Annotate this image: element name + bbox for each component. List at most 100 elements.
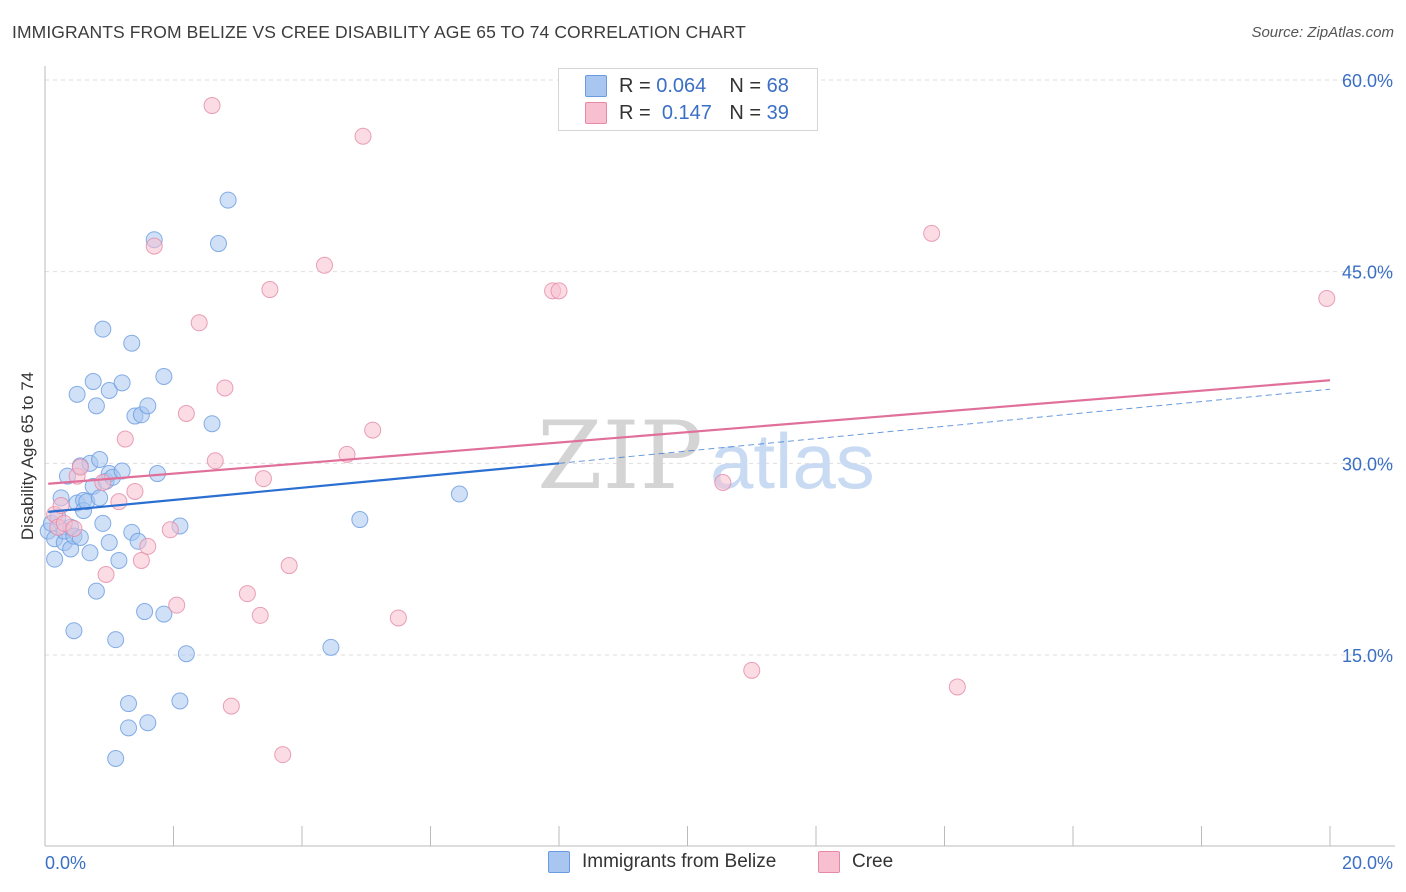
legend-swatch-belize bbox=[548, 851, 570, 873]
data-point-cree bbox=[71, 458, 89, 476]
data-point-belize bbox=[94, 514, 112, 532]
data-point-belize bbox=[139, 397, 157, 415]
legend-item-belize[interactable]: Immigrants from Belize bbox=[548, 851, 776, 873]
data-point-cree bbox=[315, 256, 333, 274]
legend-label-cree: Cree bbox=[852, 851, 894, 872]
legend-r-label: R = bbox=[619, 101, 651, 124]
legend-row-belize: R = 0.064 N = 68 bbox=[559, 73, 789, 99]
data-point-cree bbox=[177, 405, 195, 422]
data-point-belize bbox=[136, 603, 154, 621]
legend-label-belize: Immigrants from Belize bbox=[582, 851, 777, 872]
x-tick-label: 0.0% bbox=[45, 853, 86, 873]
data-point-belize bbox=[91, 451, 109, 468]
data-point-cree bbox=[261, 281, 279, 299]
y-tick-label: 45.0% bbox=[1342, 263, 1393, 283]
series-legend: Immigrants from Belize Cree bbox=[0, 851, 1406, 879]
data-point-belize bbox=[94, 320, 112, 338]
data-point-cree bbox=[161, 521, 179, 539]
data-point-belize bbox=[120, 695, 138, 713]
data-point-cree bbox=[203, 97, 221, 115]
legend-row-cree: R = 0.147 N = 39 bbox=[559, 100, 789, 126]
legend-swatch-cree bbox=[585, 102, 607, 124]
data-point-cree bbox=[280, 557, 298, 575]
data-point-cree bbox=[139, 537, 157, 555]
data-point-belize bbox=[171, 692, 189, 710]
data-point-cree bbox=[168, 596, 186, 614]
data-point-belize bbox=[219, 191, 237, 209]
data-point-cree bbox=[1318, 290, 1336, 307]
watermark-zip: ZIP bbox=[537, 402, 703, 511]
data-point-cree bbox=[238, 585, 256, 603]
data-point-belize bbox=[107, 750, 125, 767]
data-point-cree bbox=[216, 379, 234, 397]
data-point-belize bbox=[155, 605, 173, 623]
data-point-cree bbox=[116, 430, 134, 448]
legend-item-cree[interactable]: Cree bbox=[818, 851, 893, 873]
legend-r-value-belize: 0.064 bbox=[656, 74, 707, 97]
legend-n-label: N = bbox=[729, 101, 762, 124]
x-tick-labels: 0.0% 20.0% bbox=[45, 853, 1393, 873]
data-point-belize bbox=[113, 374, 131, 392]
data-point-cree bbox=[132, 551, 150, 569]
data-point-belize bbox=[87, 582, 105, 600]
legend-r-label: R = bbox=[619, 74, 651, 97]
data-point-cree bbox=[354, 127, 372, 145]
legend-r-value-cree: 0.147 bbox=[661, 101, 712, 124]
legend-swatch-cree bbox=[818, 851, 840, 873]
x-tick-label: 20.0% bbox=[1342, 853, 1393, 873]
legend-n-value-belize: 68 bbox=[766, 74, 789, 97]
data-point-belize bbox=[100, 534, 118, 552]
data-point-belize bbox=[65, 622, 83, 640]
data-point-cree bbox=[923, 224, 941, 242]
source-credit: Source: ZipAtlas.com bbox=[1251, 24, 1394, 41]
data-point-belize bbox=[203, 415, 221, 433]
data-point-belize bbox=[450, 485, 468, 503]
data-point-cree bbox=[743, 661, 761, 679]
data-point-belize bbox=[91, 489, 109, 507]
data-point-belize bbox=[100, 382, 118, 399]
legend-n-value-cree: 39 bbox=[766, 101, 789, 124]
data-point-cree bbox=[190, 314, 208, 332]
data-point-belize bbox=[322, 638, 340, 656]
data-point-belize bbox=[120, 719, 138, 737]
y-tick-label: 60.0% bbox=[1342, 71, 1393, 91]
data-point-cree bbox=[206, 452, 224, 470]
data-point-belize bbox=[84, 373, 102, 391]
y-tick-labels: 15.0% 30.0% 45.0% 60.0% bbox=[1342, 71, 1393, 666]
watermark-atlas: atlas bbox=[710, 417, 875, 505]
data-point-belize bbox=[123, 334, 141, 352]
data-point-cree bbox=[65, 520, 83, 537]
data-point-cree bbox=[97, 566, 115, 583]
data-point-belize bbox=[209, 235, 227, 253]
data-point-belize bbox=[107, 631, 125, 649]
legend-swatch-belize bbox=[585, 75, 607, 97]
legend-n-label: N = bbox=[729, 74, 762, 97]
data-points bbox=[39, 97, 1336, 767]
data-point-cree bbox=[948, 678, 966, 696]
data-point-belize bbox=[139, 714, 157, 732]
y-axis-label: Disability Age 65 to 74 bbox=[18, 371, 37, 541]
data-point-belize bbox=[177, 645, 195, 663]
data-point-cree bbox=[110, 493, 128, 511]
data-point-cree bbox=[550, 282, 568, 300]
axes bbox=[44, 66, 1395, 847]
grid-lines bbox=[45, 79, 1395, 656]
data-point-cree bbox=[364, 421, 382, 439]
data-point-cree bbox=[222, 697, 240, 715]
data-point-belize bbox=[155, 367, 173, 385]
data-point-cree bbox=[389, 609, 407, 627]
data-point-belize bbox=[351, 511, 369, 529]
data-point-belize bbox=[113, 462, 131, 480]
y-tick-label: 30.0% bbox=[1342, 454, 1393, 474]
trend-lines bbox=[48, 379, 1331, 513]
chart-title: IMMIGRANTS FROM BELIZE VS CREE DISABILIT… bbox=[12, 22, 746, 42]
data-point-belize bbox=[81, 544, 99, 562]
data-point-belize bbox=[110, 551, 128, 569]
data-point-belize bbox=[87, 397, 105, 415]
data-point-cree bbox=[251, 606, 269, 624]
trend-line-belize bbox=[48, 462, 560, 513]
data-point-cree bbox=[714, 474, 732, 491]
data-point-cree bbox=[274, 746, 292, 764]
data-point-cree bbox=[126, 482, 144, 500]
